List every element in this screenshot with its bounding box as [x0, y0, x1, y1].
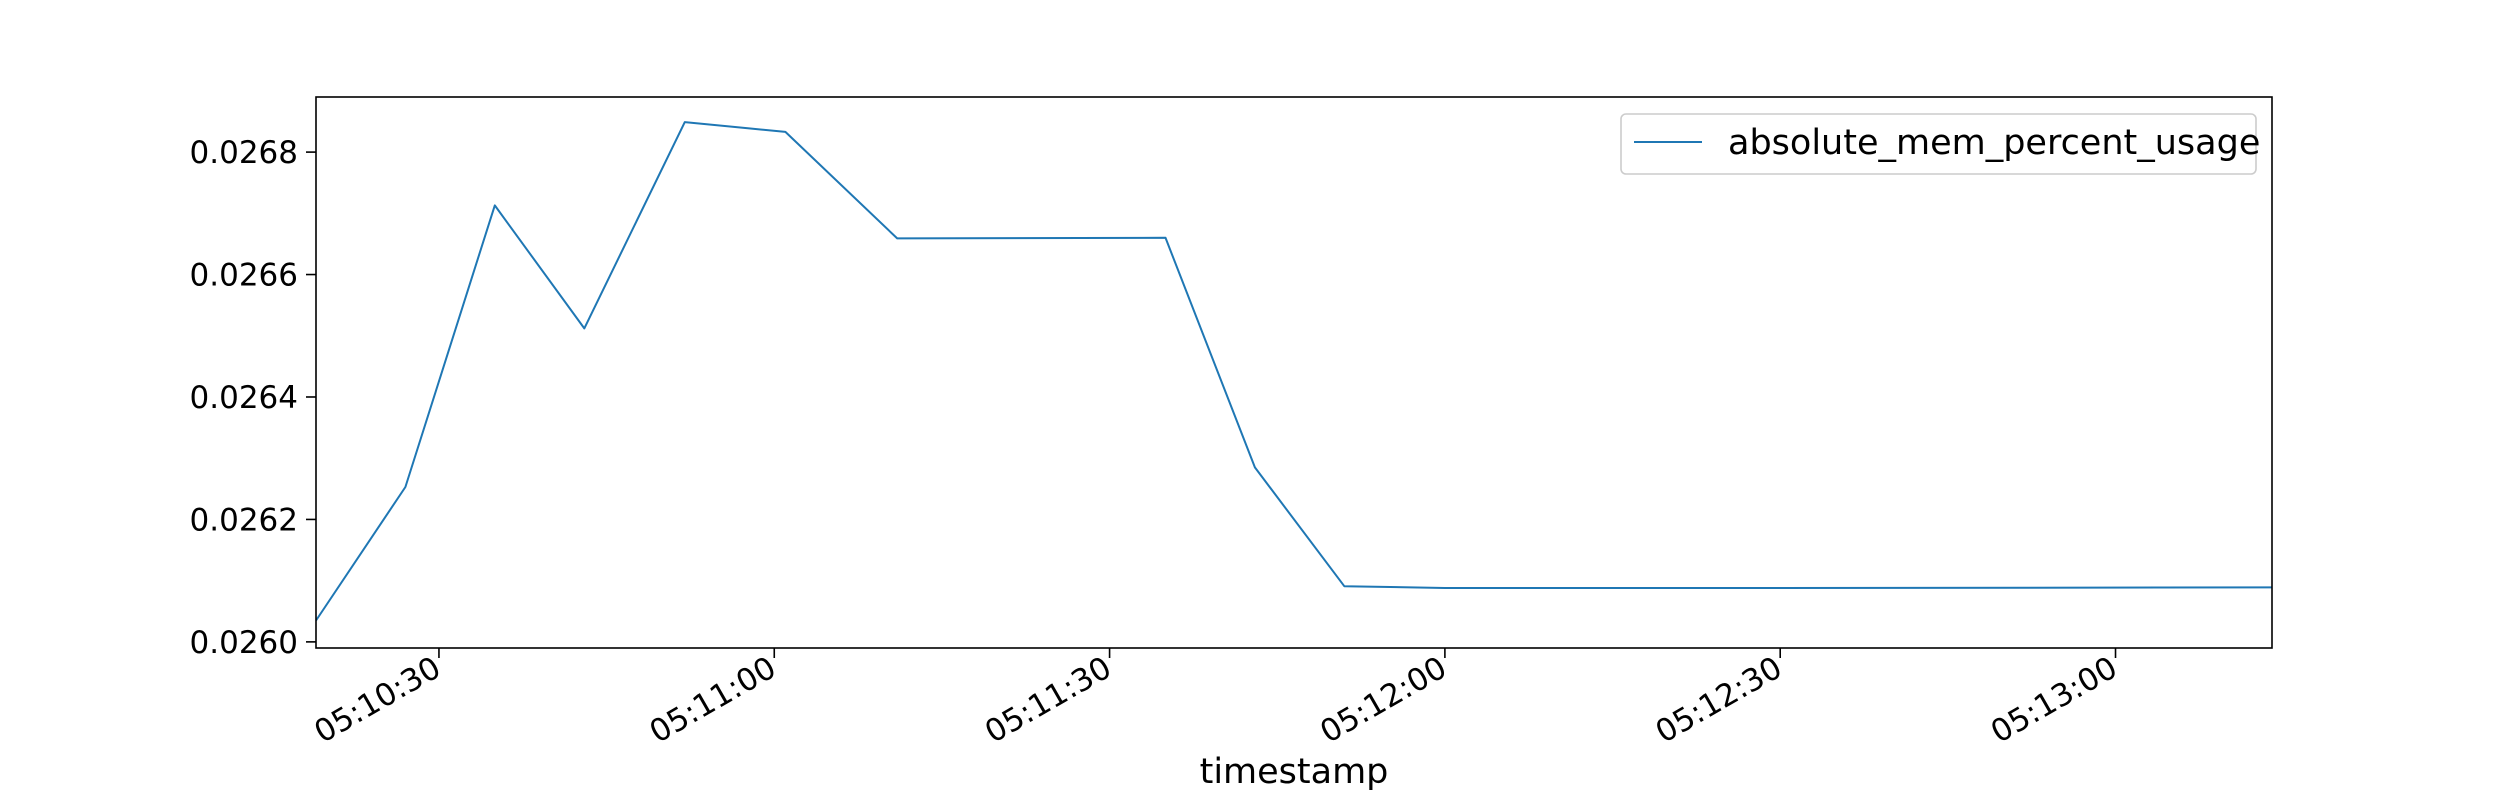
x-tick-label: 05:11:00: [644, 650, 783, 751]
x-tick-label: 05:13:00: [1985, 650, 2124, 751]
legend-frame: [1620, 113, 2257, 175]
y-tick-label: 0.0262: [190, 502, 298, 538]
x-axis-title: timestamp: [1200, 752, 1389, 792]
x-tick-label: 05:11:30: [979, 650, 1118, 751]
y-tick-label: 0.0268: [190, 135, 298, 171]
legend: absolute_mem_percent_usage: [1620, 113, 2260, 175]
x-axis: 05:10:30 05:11:00 05:11:30 05:12:00 05:12:30…: [308, 648, 2124, 751]
y-tick-label: 0.0264: [190, 380, 298, 416]
x-tick-label: 05:12:30: [1650, 650, 1789, 751]
x-tick-label: 05:12:00: [1314, 650, 1453, 751]
plot-frame: [315, 96, 2273, 649]
y-tick-label: 0.0266: [190, 258, 298, 294]
y-axis: 0.0260 0.0262 0.0264 0.0266 0.0268: [190, 135, 316, 661]
series-layer: [315, 121, 2273, 622]
series-line: [315, 121, 2273, 622]
y-tick-label: 0.0260: [190, 625, 298, 661]
legend-label: absolute_mem_percent_usage: [1728, 123, 2260, 163]
x-tick-label: 05:10:30: [308, 650, 447, 751]
